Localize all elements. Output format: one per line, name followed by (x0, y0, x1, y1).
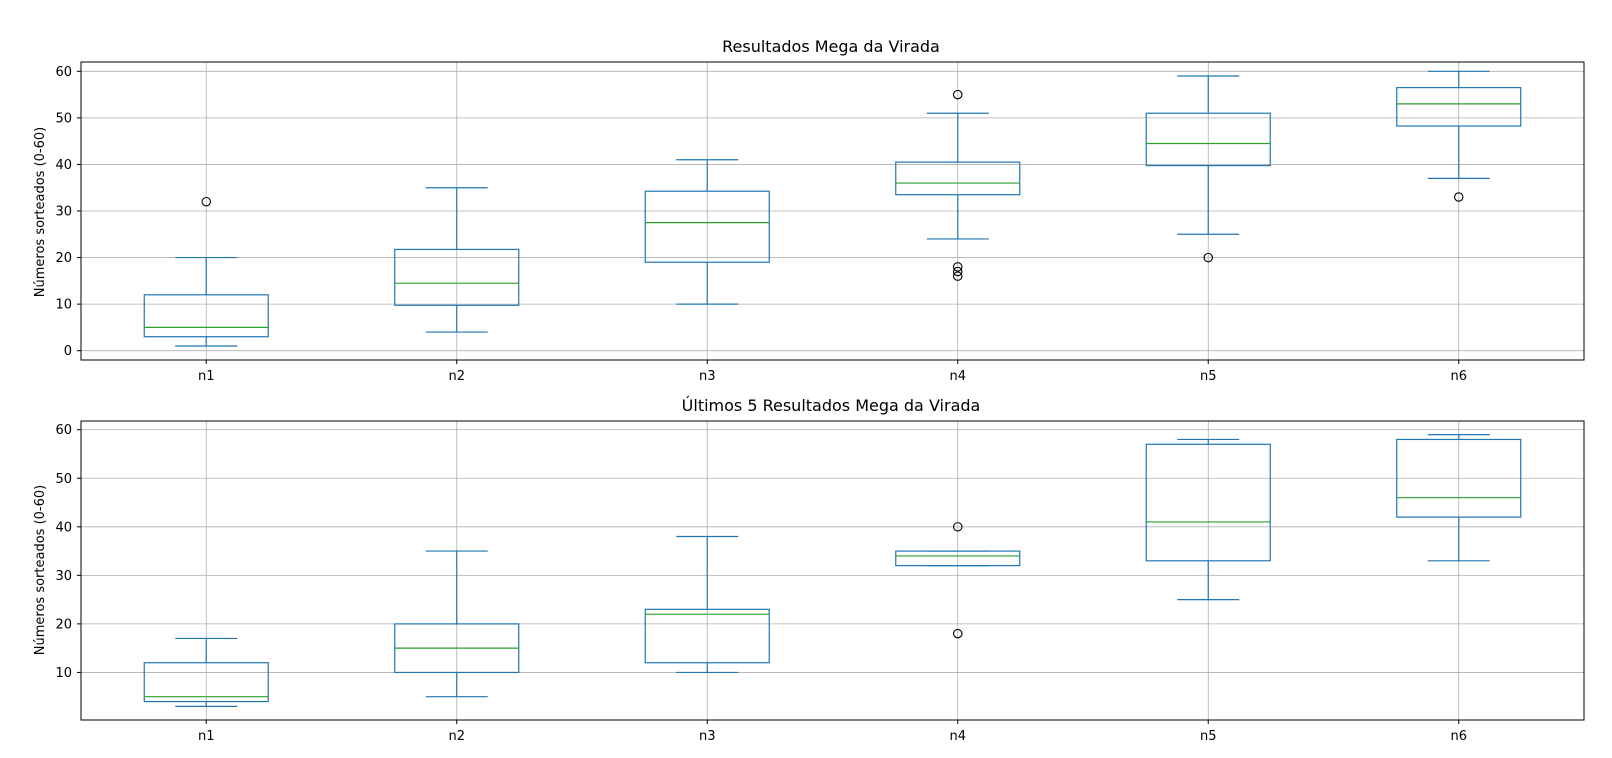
y-tick-label: 0 (64, 344, 72, 359)
boxplot-all-results: Resultados Mega da Virada Números sortea… (33, 37, 1585, 384)
box-iqr (394, 248, 520, 306)
y-tick-label: 40 (55, 158, 72, 173)
x-tick-label: n5 (1200, 369, 1217, 384)
outlier-point (952, 271, 963, 281)
outlier-point (201, 196, 212, 207)
outlier-point (952, 628, 963, 639)
box-n5 (1145, 438, 1271, 601)
box-n5 (1145, 75, 1271, 263)
x-tick-label: n4 (949, 369, 966, 384)
chart-title: Últimos 5 Resultados Mega da Virada (682, 396, 981, 415)
y-tick-label: 10 (55, 298, 72, 313)
y-tick-label: 40 (55, 520, 72, 535)
box-iqr (143, 662, 269, 703)
grid (81, 421, 1584, 720)
box-iqr (1396, 87, 1522, 127)
box-iqr (895, 550, 1021, 567)
box-n1 (143, 637, 269, 708)
x-axis: n1 n2 n3 n4 n5 n6 (198, 360, 1467, 384)
outlier-point (1454, 192, 1464, 202)
outlier-point (1203, 252, 1214, 263)
box-iqr (644, 608, 770, 664)
box-n1 (143, 196, 269, 347)
box-n6 (1396, 433, 1522, 562)
x-tick-label: n1 (198, 369, 215, 384)
x-tick-label: n2 (448, 729, 465, 744)
y-axis-label: Números sorteados (0-60) (33, 485, 48, 655)
box-iqr (895, 161, 1021, 196)
box-iqr (1396, 438, 1522, 518)
y-tick-label: 20 (55, 617, 72, 632)
x-tick-label: n2 (448, 369, 465, 384)
chart-title: Resultados Mega da Virada (722, 37, 940, 56)
x-tick-label: n6 (1450, 369, 1467, 384)
outlier-point (952, 266, 963, 277)
grid (81, 62, 1584, 360)
box-iqr (1145, 443, 1271, 562)
box-n3 (644, 159, 770, 305)
y-tick-label: 60 (55, 65, 72, 80)
y-tick-label: 20 (55, 251, 72, 266)
x-tick-label: n1 (198, 729, 215, 744)
y-tick-label: 30 (55, 569, 72, 584)
plot-frame (80, 420, 1585, 721)
y-axis: 10 20 30 40 50 60 (55, 423, 81, 681)
x-tick-label: n5 (1200, 729, 1217, 744)
box-iqr (644, 190, 770, 263)
box-iqr (143, 294, 269, 338)
box-n4 (895, 522, 1021, 639)
boxplot-last-5-results: Últimos 5 Resultados Mega da Virada Núme… (33, 396, 1585, 744)
y-tick-label: 60 (55, 423, 72, 438)
outlier-point (952, 89, 963, 100)
y-axis-label: Números sorteados (0-60) (33, 127, 48, 297)
y-tick-label: 50 (55, 111, 72, 126)
x-axis: n1 n2 n3 n4 n5 n6 (198, 720, 1467, 744)
x-tick-label: n6 (1450, 729, 1467, 744)
box-iqr (1145, 112, 1271, 167)
y-tick-label: 50 (55, 472, 72, 487)
box-n2 (394, 187, 520, 333)
outlier-point (952, 262, 963, 272)
outlier-point (952, 522, 963, 532)
box-n3 (644, 535, 770, 674)
box-n4 (895, 89, 1021, 281)
box-n2 (394, 550, 520, 698)
x-tick-label: n4 (949, 729, 966, 744)
x-tick-label: n3 (699, 369, 716, 384)
x-tick-label: n3 (699, 729, 716, 744)
box-n6 (1396, 70, 1522, 202)
y-tick-label: 10 (55, 666, 72, 681)
y-axis: 0 10 20 30 40 50 60 (55, 65, 81, 359)
y-tick-label: 30 (55, 205, 72, 220)
